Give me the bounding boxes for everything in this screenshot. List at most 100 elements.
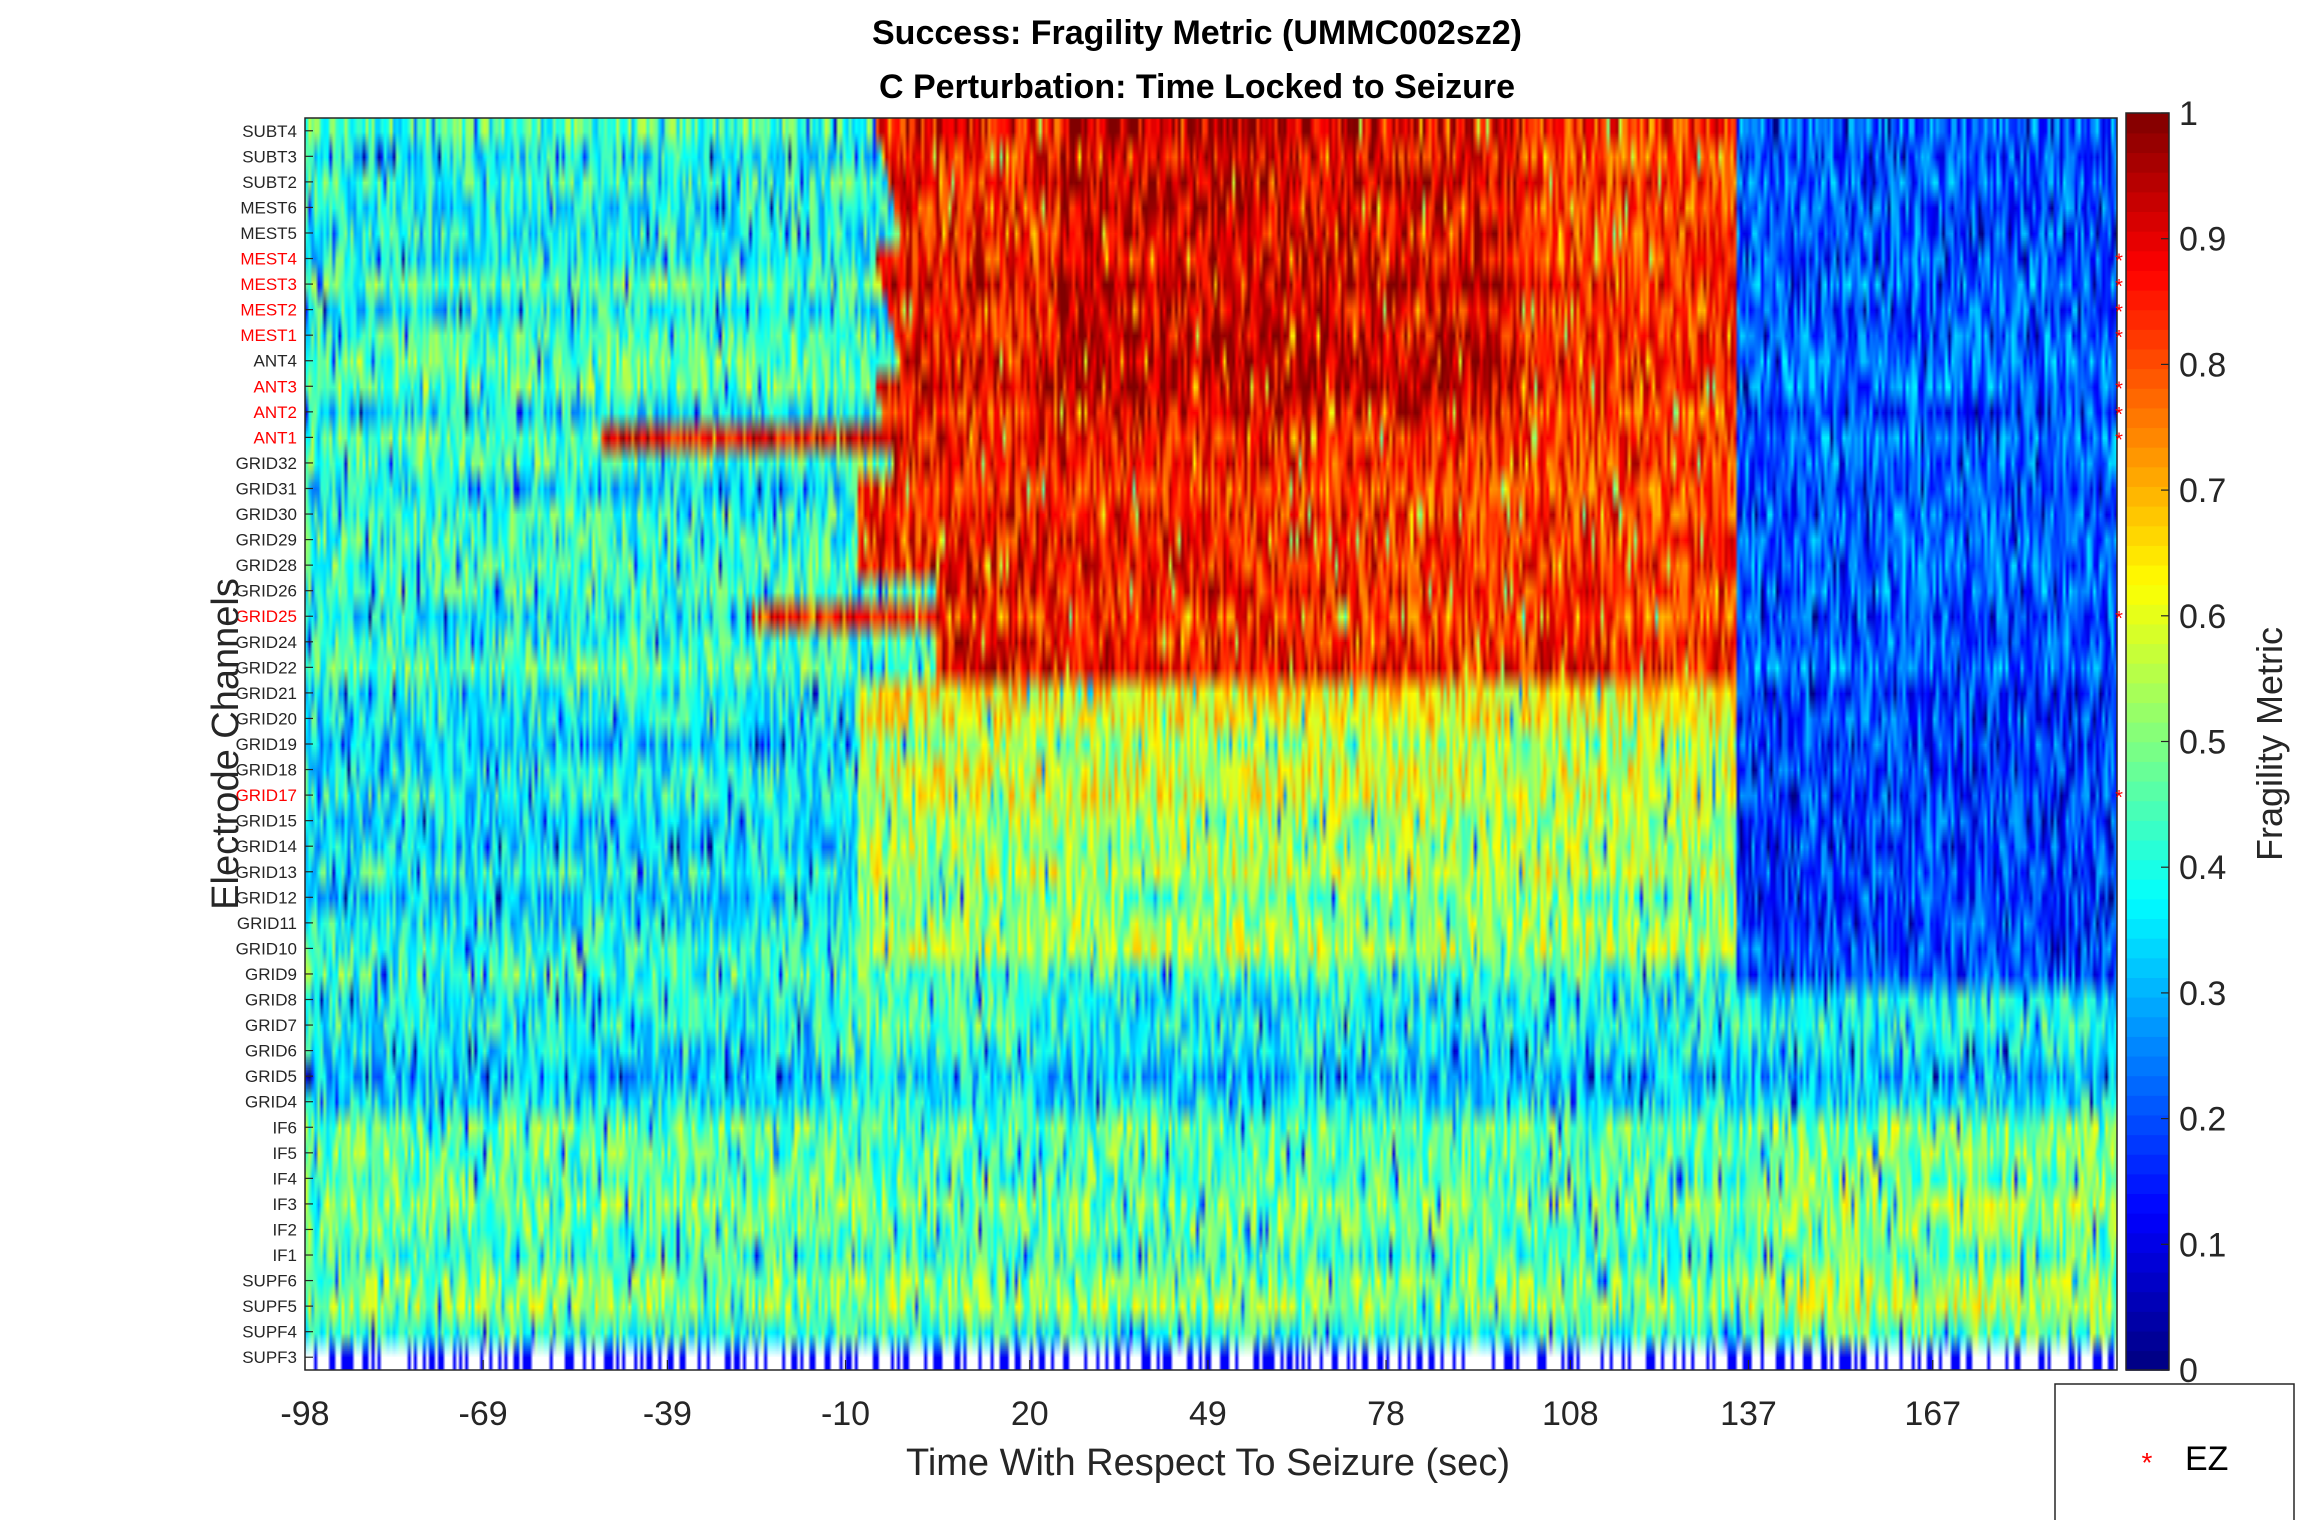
colorbar-stripe <box>2126 721 2169 743</box>
chart-title-line2: C Perturbation: Time Locked to Seizure <box>879 68 1515 106</box>
colorbar-tick-label: 1 <box>2179 95 2198 133</box>
y-tick-label-mest4: MEST4 <box>240 250 297 269</box>
y-tick-label-ant2: ANT2 <box>254 403 297 422</box>
y-tick-label-grid9: GRID9 <box>245 965 297 984</box>
y-tick-label-ant3: ANT3 <box>254 377 297 396</box>
y-tick-label-grid30: GRID30 <box>236 505 297 524</box>
ez-marker: * <box>2115 608 2123 630</box>
colorbar-stripe <box>2126 387 2169 409</box>
colorbar-stripe <box>2126 1036 2169 1057</box>
colorbar-stripe <box>2126 604 2169 625</box>
ez-marker: * <box>2115 429 2123 451</box>
colorbar-stripe <box>2126 918 2169 939</box>
colorbar-stripe <box>2126 211 2169 232</box>
colorbar-stripe <box>2126 820 2169 841</box>
heatmap-cells <box>305 118 2117 1370</box>
colorbar-stripe <box>2126 1114 2169 1136</box>
colorbar-stripe <box>2126 368 2169 389</box>
y-tick-label-grid25: GRID25 <box>236 607 297 626</box>
ez-markers: * * * * * * * * * <box>2115 251 2123 810</box>
ez-marker: * <box>2115 276 2123 298</box>
y-tick-label-mest6: MEST6 <box>240 198 297 217</box>
y-tick-label-if3: IF3 <box>272 1195 297 1214</box>
colorbar-stripe <box>2126 329 2169 350</box>
colorbar-stripe <box>2126 545 2169 566</box>
colorbar-stripe <box>2126 191 2169 213</box>
y-tick-label-mest3: MEST3 <box>240 275 297 294</box>
y-axis-ticks: SUBT4 SUBT3 SUBT2 MEST6 MEST5 MEST4 MEST3 MEST2… <box>236 122 313 1367</box>
colorbar-stripe <box>2126 780 2169 802</box>
y-tick-label-grid17: GRID17 <box>236 786 297 805</box>
y-tick-label-grid18: GRID18 <box>236 761 297 780</box>
colorbar-stripe <box>2126 250 2169 271</box>
colorbar-stripe <box>2126 113 2169 134</box>
colorbar-stripe <box>2126 996 2169 1018</box>
colorbar-tick-label: 0 <box>2179 1352 2198 1390</box>
y-tick-label-grid12: GRID12 <box>236 888 297 907</box>
colorbar-stripe <box>2126 152 2169 173</box>
x-tick-label: -10 <box>821 1395 870 1433</box>
colorbar-stripe <box>2126 446 2169 468</box>
y-tick-label-grid5: GRID5 <box>245 1067 297 1086</box>
colorbar-stripe <box>2126 859 2169 880</box>
colorbar-stripe <box>2126 977 2169 998</box>
colorbar-stripe <box>2126 1134 2169 1155</box>
colorbar-stripe <box>2126 584 2169 605</box>
colorbar-stripe <box>2126 407 2169 429</box>
colorbar-stripe <box>2126 1330 2169 1352</box>
ez-marker: * <box>2115 327 2123 349</box>
colorbar-stripe <box>2126 741 2169 762</box>
y-tick-label-supf5: SUPF5 <box>242 1297 297 1316</box>
y-tick-label-grid21: GRID21 <box>236 684 297 703</box>
colorbar-tick-label: 0.6 <box>2179 598 2226 636</box>
y-tick-label-if6: IF6 <box>272 1118 297 1137</box>
colorbar-ticks: 0 0.1 0.2 0.3 0.4 0.5 0.6 0.7 0.8 0.9 1 <box>2161 95 2226 1390</box>
colorbar-stripe <box>2126 839 2169 861</box>
colorbar-stripe <box>2126 1291 2169 1312</box>
legend-box: * EZ <box>2054 1383 2295 1520</box>
colorbar-stripe <box>2126 1232 2169 1253</box>
colorbar-stripe <box>2126 702 2169 723</box>
colorbar-stripe <box>2126 289 2169 311</box>
y-tick-label-grid14: GRID14 <box>236 837 297 856</box>
x-tick-label: -69 <box>459 1395 508 1433</box>
y-tick-label-supf3: SUPF3 <box>242 1348 297 1367</box>
colorbar-tick-label: 0.8 <box>2179 346 2226 384</box>
y-tick-label-supf6: SUPF6 <box>242 1272 297 1291</box>
x-tick-label: -98 <box>280 1395 329 1433</box>
colorbar-stripe <box>2126 132 2169 154</box>
heatmap-area <box>304 117 2118 1371</box>
ez-marker: * <box>2115 787 2123 809</box>
y-tick-label-if4: IF4 <box>272 1169 297 1188</box>
colorbar: 0 0.1 0.2 0.3 0.4 0.5 0.6 0.7 0.8 0.9 1 Fragility … <box>2125 95 2290 1390</box>
y-tick-label-grid22: GRID22 <box>236 658 297 677</box>
x-tick-label: 20 <box>1011 1395 1049 1433</box>
y-tick-label-mest2: MEST2 <box>240 301 297 320</box>
y-tick-label-ant1: ANT1 <box>254 428 297 447</box>
colorbar-stripe <box>2126 662 2169 684</box>
chart-title-line1: Success: Fragility Metric (UMMC002sz2) <box>872 14 1522 52</box>
colorbar-stripe <box>2126 957 2169 978</box>
y-tick-label-subt2: SUBT2 <box>242 173 297 192</box>
colorbar-tick-label: 0.7 <box>2179 472 2226 510</box>
colorbar-stripe <box>2126 309 2169 330</box>
y-tick-label-grid10: GRID10 <box>236 939 297 958</box>
y-tick-label-if5: IF5 <box>272 1144 297 1163</box>
colorbar-stripe <box>2126 427 2169 448</box>
colorbar-stripe <box>2126 505 2169 527</box>
colorbar-stripe <box>2126 525 2169 546</box>
colorbar-label: Fragility Metric <box>2249 627 2290 861</box>
colorbar-stripe <box>2126 1350 2169 1371</box>
colorbar-tick-label: 0.1 <box>2179 1226 2226 1264</box>
colorbar-stripe <box>2126 623 2169 645</box>
y-tick-label-mest1: MEST1 <box>240 326 297 345</box>
colorbar-stripe <box>2126 270 2169 291</box>
colorbar-stripe <box>2126 1016 2169 1037</box>
y-tick-label-grid8: GRID8 <box>245 991 297 1010</box>
colorbar-tick-label: 0.3 <box>2179 975 2226 1013</box>
colorbar-stripe <box>2126 937 2169 959</box>
colorbar-stripe <box>2126 898 2169 920</box>
colorbar-stripe <box>2126 1252 2169 1273</box>
colorbar-tick-label: 0.9 <box>2179 221 2226 259</box>
x-tick-label: 78 <box>1367 1395 1405 1433</box>
